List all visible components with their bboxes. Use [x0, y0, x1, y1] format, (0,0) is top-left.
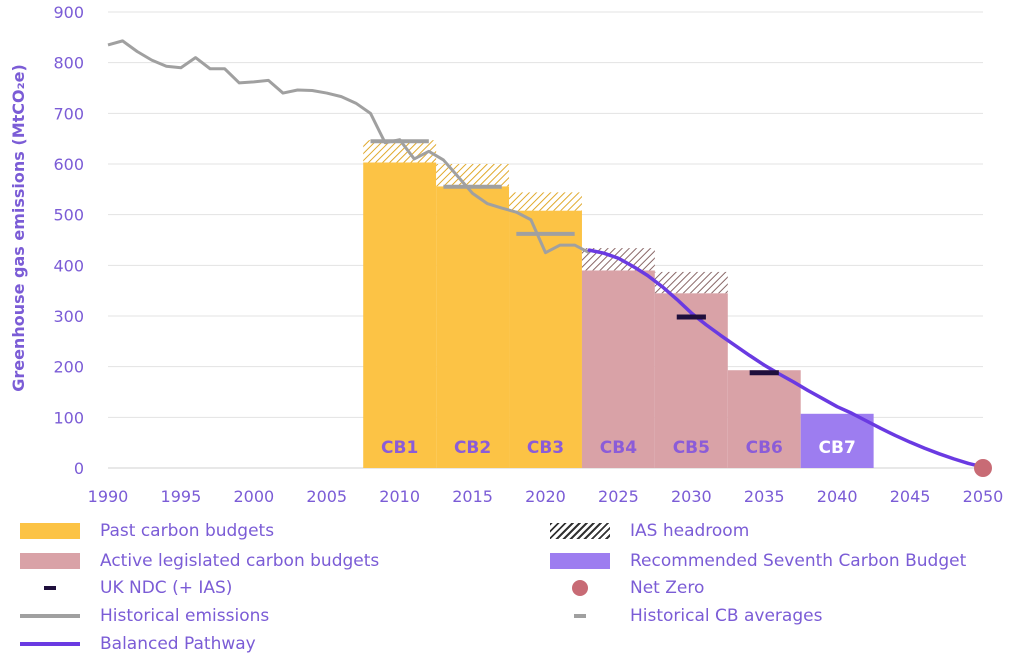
historical-emissions-line	[107, 39, 590, 255]
emissions-chart: 0 100 200 300 400 500 600 700 800 900 1990 1995 200…	[9, 3, 1004, 506]
legend-label: IAS headroom	[630, 521, 750, 541]
line-purple-icon	[20, 631, 80, 657]
balanced-pathway-line	[587, 248, 985, 469]
carbon-budget-bar	[363, 162, 437, 469]
y-axis-label: Greenhouse gas emissions (MtCO₂e)	[9, 64, 28, 392]
legend-item: Recommended Seventh Carbon Budget	[550, 548, 966, 574]
legend-label: Historical CB averages	[630, 606, 823, 626]
fill-yellow-icon	[20, 518, 80, 544]
y-tick-label: 300	[53, 307, 84, 326]
ias-headroom-hatch	[654, 271, 728, 294]
x-tick-label: 2050	[963, 487, 1004, 506]
legend-item: Net Zero	[550, 575, 704, 601]
y-tick-label: 900	[53, 3, 84, 22]
legend-label: Balanced Pathway	[100, 634, 256, 654]
legend-item: UK NDC (+ IAS)	[20, 575, 232, 601]
y-axis-ticks: 0 100 200 300 400 500 600 700 800 900	[53, 3, 84, 478]
y-tick-label: 400	[53, 256, 84, 275]
carbon-budget-label: CB2	[454, 438, 491, 458]
legend-item: Balanced Pathway	[20, 631, 256, 657]
y-tick-label: 600	[53, 155, 84, 174]
carbon-budget-bar	[436, 186, 510, 468]
x-tick-label: 1990	[88, 487, 129, 506]
uk-ndc-markers	[676, 314, 779, 376]
x-tick-label: 2005	[306, 487, 347, 506]
x-tick-label: 2025	[598, 487, 639, 506]
carbon-budget-label: CB1	[381, 438, 418, 458]
y-tick-label: 500	[53, 206, 84, 225]
legend-label: Net Zero	[630, 578, 705, 598]
y-tick-label: 700	[53, 104, 84, 123]
balanced-pathway-line	[587, 248, 985, 469]
x-tick-label: 2020	[525, 487, 566, 506]
short-dash-dark-icon	[20, 575, 80, 601]
net-zero-marker	[974, 459, 992, 477]
x-axis-ticks: 1990 1995 2000 2005 2010 2015 2020 2025 2030 2035…	[88, 487, 1004, 506]
carbon-budget-label: CB6	[746, 438, 783, 458]
legend-label: Recommended Seventh Carbon Budget	[630, 551, 967, 571]
x-tick-label: 1995	[161, 487, 202, 506]
legend-label: Historical emissions	[100, 606, 270, 626]
legend-item: IAS headroom	[550, 518, 749, 544]
x-tick-label: 2045	[890, 487, 931, 506]
net-zero-point	[974, 459, 992, 477]
carbon-budget-label: CB4	[600, 438, 637, 458]
carbon-budget-bar	[727, 370, 801, 468]
x-tick-label: 2010	[379, 487, 420, 506]
y-tick-label: 100	[53, 408, 84, 427]
legend-label: Past carbon budgets	[100, 521, 275, 541]
x-tick-label: 2035	[744, 487, 785, 506]
fill-pink-icon	[20, 548, 80, 574]
carbon-budget-label: CB5	[673, 438, 710, 458]
legend-item: Historical emissions	[20, 603, 269, 629]
x-tick-label: 2000	[233, 487, 274, 506]
y-tick-label: 800	[53, 54, 84, 73]
y-tick-label: 0	[74, 459, 84, 478]
ias-headroom-hatch	[509, 192, 582, 211]
historical-emissions-line	[107, 39, 590, 255]
carbon-budget-labels: CB1 CB2 CB3 CB4 CB5 CB6 CB7	[381, 438, 856, 458]
legend: Past carbon budgets IAS headroom Active le…	[0, 518, 1024, 660]
carbon-budget-bar	[800, 413, 874, 468]
fill-purple-icon	[550, 548, 610, 574]
carbon-budget-bar	[654, 293, 728, 468]
x-tick-label: 2015	[452, 487, 493, 506]
line-grey-icon	[20, 603, 80, 629]
x-tick-label: 2040	[817, 487, 858, 506]
historical-cb-averages	[370, 139, 575, 236]
legend-item: Historical CB averages	[550, 603, 822, 629]
x-tick-label: 2030	[671, 487, 712, 506]
hatch-icon	[550, 518, 610, 544]
ias-headroom-hatch	[436, 164, 510, 187]
carbon-budget-bar	[581, 270, 655, 468]
legend-item: Past carbon budgets	[20, 518, 274, 544]
ias-headroom-hatch	[363, 140, 437, 163]
carbon-budget-label: CB3	[527, 438, 564, 458]
carbon-budget-bars	[363, 140, 874, 469]
legend-item: Active legislated carbon budgets	[20, 548, 379, 574]
y-tick-label: 200	[53, 358, 84, 377]
carbon-budget-label: CB7	[819, 438, 856, 458]
legend-label: Active legislated carbon budgets	[100, 551, 380, 571]
legend-label: UK NDC (+ IAS)	[100, 578, 233, 598]
short-dash-grey-icon	[550, 603, 610, 629]
circle-marker-icon	[550, 575, 610, 601]
